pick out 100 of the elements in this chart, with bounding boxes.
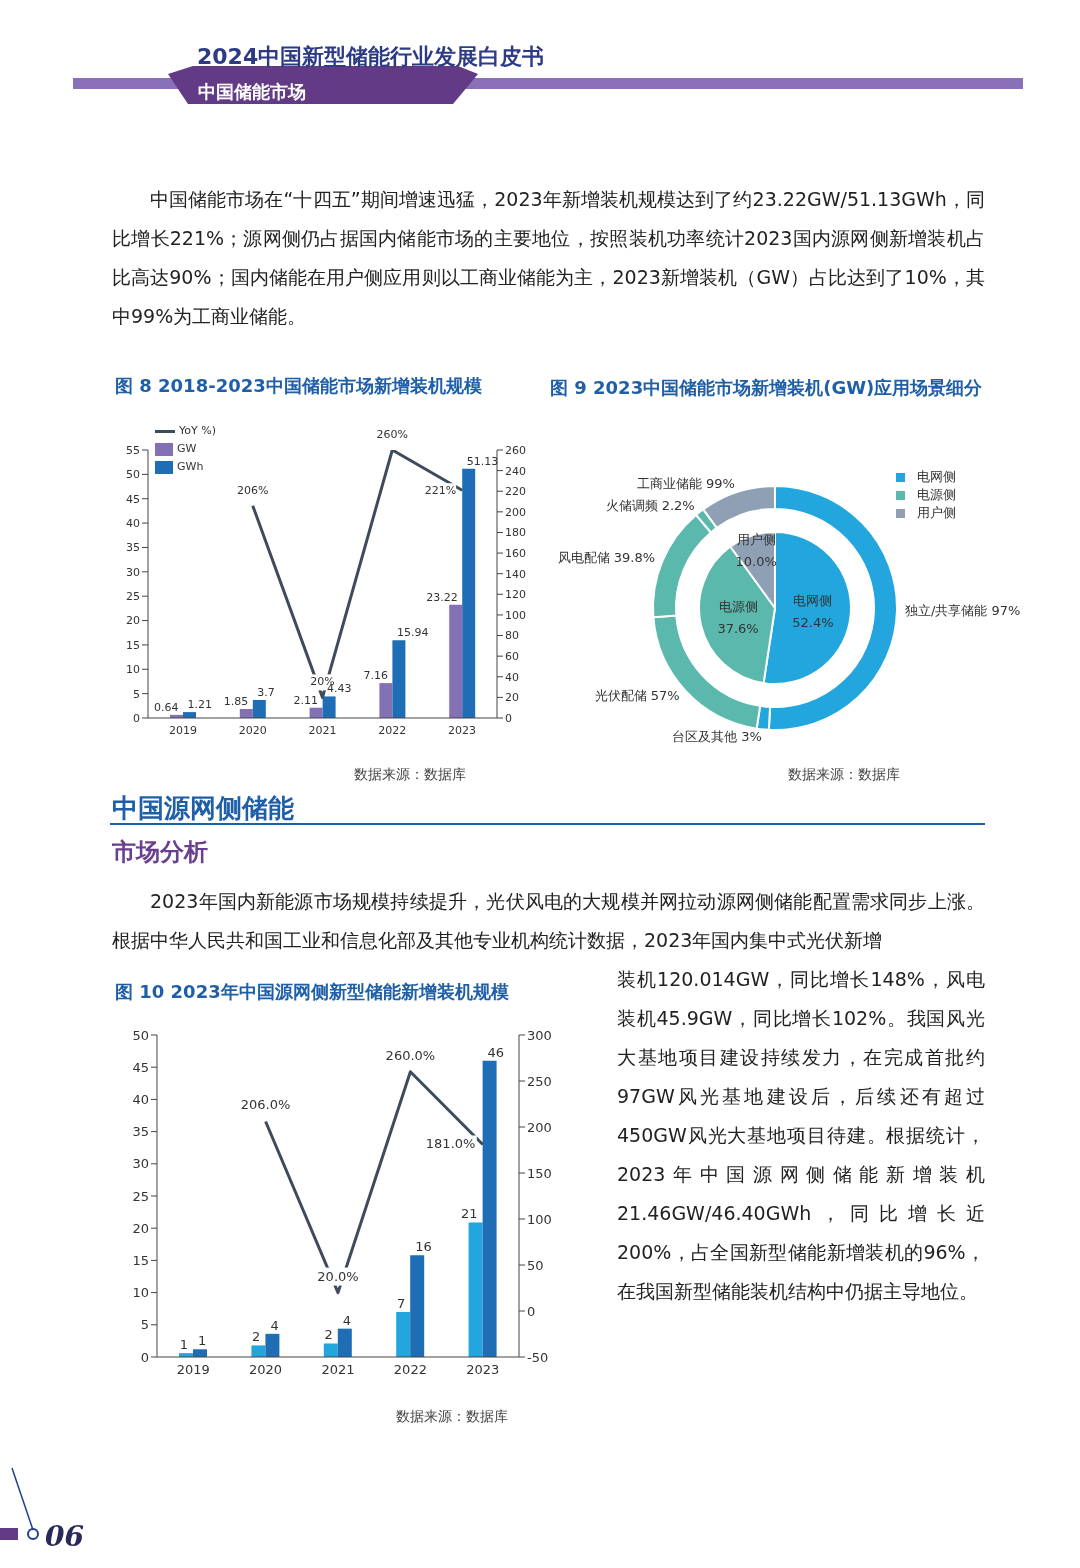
slice-label: 火储调频 2.2%	[605, 497, 695, 513]
x-tick-label: 2023	[466, 1362, 500, 1378]
slice-label: 工商业储能 99%	[636, 476, 735, 492]
y2-tick-label: 0	[527, 1303, 536, 1319]
legend-label: 用户侧	[917, 504, 956, 522]
source-note: 数据来源：数据库	[396, 1408, 508, 1426]
bar	[392, 640, 406, 718]
x-tick-label: 2021	[308, 723, 337, 737]
data-label: 206.0%	[240, 1097, 291, 1113]
y2-tick-label: 260	[505, 443, 526, 457]
y2-tick-label: 140	[505, 567, 526, 581]
y2-tick-label: 220	[505, 485, 526, 499]
y-tick-label: 25	[132, 1188, 149, 1204]
bar	[337, 1328, 352, 1357]
data-label: 4	[342, 1312, 352, 1328]
y2-tick-label: 80	[505, 629, 519, 643]
bar	[396, 1311, 411, 1357]
data-label: 181.0%	[425, 1136, 476, 1152]
data-label: 4	[270, 1317, 279, 1333]
text: 市场分析	[112, 837, 208, 868]
data-label: 221%	[424, 484, 457, 498]
data-label: 3.7	[257, 685, 275, 699]
y2-tick-label: 200	[505, 505, 526, 519]
data-label: 23.22	[426, 590, 458, 604]
slice-label: 电网侧	[793, 592, 833, 608]
y2-tick-label: 100	[527, 1211, 552, 1227]
bar	[323, 1343, 338, 1357]
source-note: 数据来源：数据库	[354, 766, 466, 784]
y-tick-label: 15	[126, 638, 140, 652]
chart-title: 图 8 2018-2023中国储能市场新增装机规模	[115, 374, 482, 398]
y-tick-label: 20	[126, 614, 140, 628]
y-tick-label: 55	[126, 443, 140, 457]
text: 中国储能市场在“十四五”期间增速迅猛，2023年新增装机规模达到了约23.22GW/51.13GWh，同比增长221%；源网侧仍占据国内储能市场的主要地位，按照装机功率统计2023国内源网侧新增装机占比高达90%；国内储能在用户侧应用则以工商业储能为主，2023新增装机（GW）占比达到了10%，其中99%为工商业储能。	[112, 187, 985, 329]
y-tick-label: 5	[133, 687, 140, 701]
data-label: 16	[415, 1239, 432, 1255]
y2-tick-label: 40	[505, 670, 519, 684]
slice-label: 电源侧	[718, 598, 758, 614]
bar	[252, 699, 266, 718]
bar	[410, 1255, 425, 1357]
bar	[468, 1222, 483, 1357]
y2-tick-label: 60	[505, 650, 519, 664]
y2-tick-label: 100	[505, 608, 526, 622]
y2-tick-label: 200	[527, 1119, 552, 1135]
data-label: 0.64	[154, 700, 179, 714]
data-label: 206%	[236, 483, 269, 497]
bar	[251, 1345, 266, 1357]
y2-tick-label: 250	[527, 1073, 552, 1089]
y-tick-label: 30	[132, 1156, 149, 1172]
x-tick-label: 2020	[238, 723, 267, 737]
data-label: 1	[179, 1337, 188, 1353]
data-label: 7.16	[363, 669, 388, 683]
y2-tick-label: 300	[527, 1027, 552, 1043]
data-label: 2	[252, 1329, 261, 1345]
x-tick-label: 2019	[176, 1362, 210, 1378]
data-label: 46	[487, 1044, 505, 1060]
bar	[482, 1060, 497, 1357]
bar	[265, 1333, 280, 1357]
data-label: 37.6%	[717, 620, 759, 636]
y-tick-label: 20	[132, 1220, 149, 1236]
data-label: 51.13	[466, 454, 499, 468]
x-tick-label: 2022	[393, 1362, 427, 1378]
text: 装机120.014GW，同比增长148%，风电装机45.9GW，同比增长102%。我国风光大基地项目建设持续发力，在完成首批约97GW风光基地建设后，后续还有超过450GW风光大基地项目待建。根据统计，2023年中国源网侧储能新增装机21.46GW/46.40GWh，同比增长近200%，占全国新型储能新增装机的96%，在我国新型储能装机结构中仍据主导地位。	[617, 968, 985, 1302]
y-tick-label: 0	[133, 711, 140, 725]
slice-label: 光伏配储 57%	[594, 688, 680, 704]
x-tick-label: 2019	[168, 723, 197, 737]
y-tick-label: 25	[126, 590, 140, 604]
y2-tick-label: 50	[527, 1257, 544, 1273]
data-label: 1	[198, 1333, 207, 1349]
text: 06	[45, 1520, 84, 1553]
y2-tick-label: 20	[505, 691, 519, 705]
data-label: 260%	[376, 428, 409, 441]
data-label: 7	[396, 1295, 406, 1311]
y-tick-label: 0	[140, 1349, 149, 1365]
y-tick-label: 40	[126, 517, 140, 530]
y2-tick-label: 150	[527, 1165, 552, 1181]
text: 2024中国新型储能行业发展白皮书	[197, 43, 545, 71]
data-label: 21	[461, 1206, 478, 1222]
bar	[322, 696, 336, 718]
chart-title: 图 10 2023年中国源网侧新型储能新增装机规模	[115, 980, 509, 1004]
data-label: 20.0%	[317, 1268, 359, 1284]
x-tick-label: 2023	[448, 723, 477, 737]
slice-label: 台区及其他 3%	[672, 729, 762, 745]
x-tick-label: 2021	[321, 1362, 355, 1378]
data-label: 2.11	[293, 693, 319, 707]
text: 2023年国内新能源市场规模持续提升，光伏风电的大规模并网拉动源网侧储能配置需求同步上涨。根据中华人民共和国工业和信息化部及其他专业机构统计数据，2023年国内集中式光伏新增	[112, 889, 985, 953]
y-tick-label: 50	[132, 1027, 149, 1043]
chart-title: 图 9 2023中国储能市场新增装机(GW)应用场景细分	[550, 376, 983, 400]
legend-label: GWh	[177, 459, 204, 475]
x-tick-label: 2020	[249, 1362, 283, 1378]
bar	[193, 1349, 207, 1357]
y-tick-label: 30	[126, 565, 140, 579]
legend-label: 电网侧	[917, 468, 956, 486]
bar	[462, 468, 476, 718]
y-tick-label: 10	[126, 663, 140, 677]
y-tick-label: 5	[140, 1317, 149, 1333]
y-tick-label: 45	[126, 492, 140, 506]
data-label: 2	[324, 1327, 333, 1343]
text: 中国储能市场	[198, 80, 306, 104]
slice-label: 风电配储 39.8%	[557, 549, 656, 565]
legend-label: GW	[177, 441, 197, 457]
